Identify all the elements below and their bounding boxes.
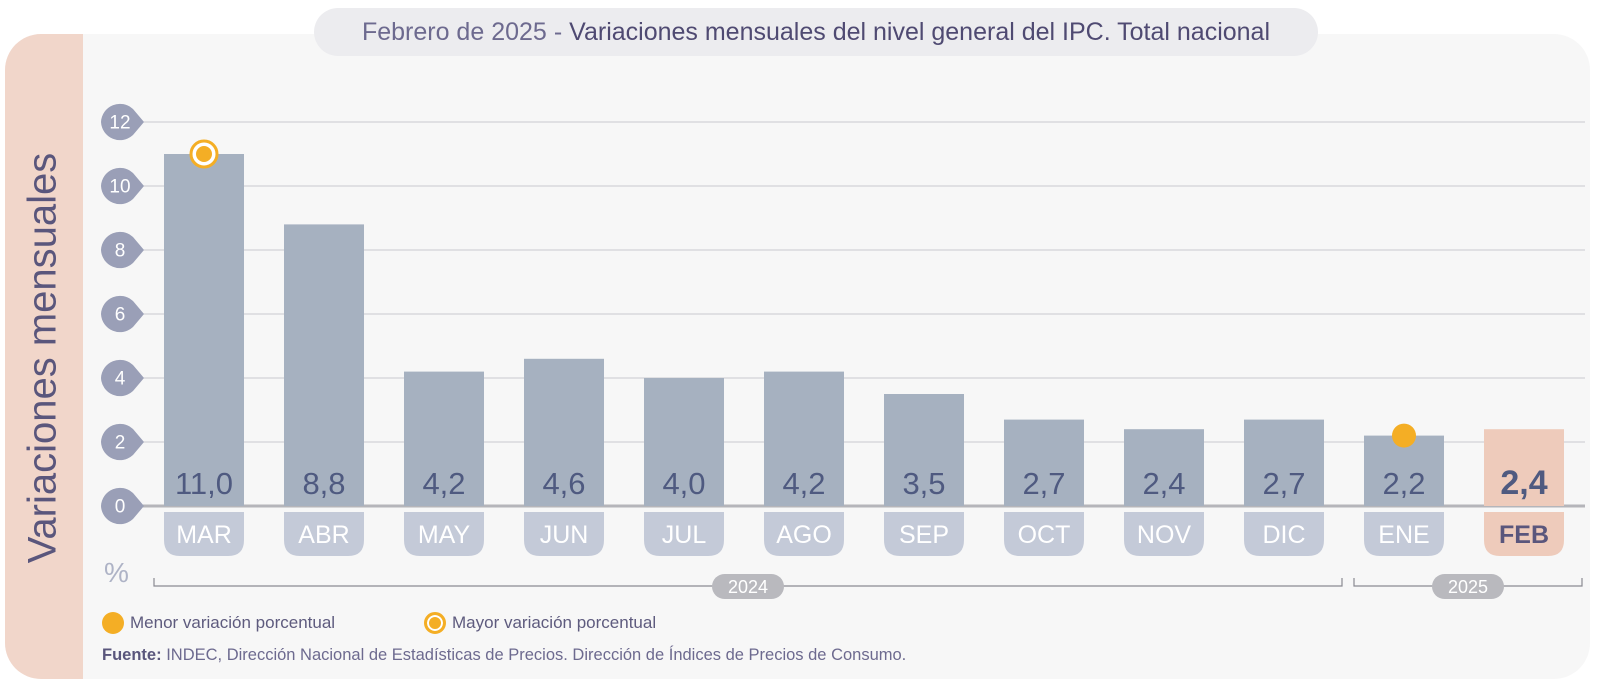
month-pill [284,512,364,556]
chart-title: Febrero de 2025 - Variaciones mensuales … [314,8,1318,56]
month-pill [1364,512,1444,556]
tick-bubble [101,359,144,397]
value-label: 11,0 [175,466,233,501]
title-main: Variaciones mensuales del nivel general … [569,17,1271,46]
value-label: 4,0 [662,466,705,501]
month-pill [1484,512,1564,556]
month-label: MAY [418,521,471,549]
month-pill [764,512,844,556]
legend-min-label: Menor variación porcentual [130,613,336,632]
value-label: 4,6 [542,466,585,501]
year-label: 2025 [1448,577,1488,597]
title-separator: - [553,17,563,46]
y-tick-label: 4 [115,369,126,390]
month-label: JUN [540,521,589,549]
month-pill [1004,512,1084,556]
min-marker-icon [102,612,124,634]
legend-max-label: Mayor variación porcentual [452,613,657,632]
y-tick-label: 8 [115,241,126,262]
month-pill [1124,512,1204,556]
y-axis-ticks: 0 2 4 6 8 10 12 [101,103,144,525]
month-pill [644,512,724,556]
value-label: 2,2 [1382,466,1425,501]
bar [1124,429,1204,506]
value-label: 4,2 [422,466,465,501]
bar [884,394,964,506]
tick-bubble [101,295,144,333]
month-pill [524,512,604,556]
bar [164,154,244,506]
bar [1484,429,1564,506]
unit-label: % [104,557,129,588]
year-label: 2024 [728,577,768,597]
tick-bubble [101,167,144,205]
month-label: OCT [1018,521,1071,549]
bar [1004,419,1084,506]
month-pill [884,512,964,556]
source-note: Fuente: INDEC, Dirección Nacional de Est… [102,646,906,665]
min-marker [1392,423,1416,448]
bar [524,358,604,506]
bars [164,154,1564,506]
tick-bubble [101,487,144,525]
month-label: JUL [662,521,707,549]
y-tick-label: 10 [109,177,130,198]
bar [284,224,364,506]
year-pill [1432,574,1504,599]
value-label: 8,8 [302,466,345,501]
month-pill [404,512,484,556]
month-pill [1244,512,1324,556]
source-text: INDEC, Dirección Nacional de Estadística… [166,646,907,664]
y-tick-label: 12 [109,113,130,134]
title-date: Febrero de 2025 [361,17,547,46]
value-label: 3,5 [902,466,945,501]
month-label: FEB [1499,521,1549,549]
value-labels: 11,0 8,8 4,2 4,6 4,0 4,2 3,5 2,7 2,4 2,7 2,2 2,4 [175,464,1548,502]
month-label: ENE [1378,521,1429,549]
month-label: DIC [1262,521,1305,549]
y-tick-label: 0 [115,497,126,518]
y-axis-title: Variaciones mensuales [20,152,65,564]
value-label: 2,7 [1262,466,1305,501]
legend-item-max: Mayor variación porcentual [424,612,656,634]
tick-bubble [101,103,144,141]
tick-bubble [101,231,144,269]
source-label: Fuente: [102,646,162,664]
month-label: SEP [899,521,949,549]
value-label: 2,7 [1022,466,1065,501]
bar [764,371,844,506]
max-marker-icon [424,612,446,634]
month-pill [164,512,244,556]
value-label: 2,4 [1500,464,1547,502]
y-tick-label: 6 [115,305,126,326]
month-label: AGO [776,521,832,549]
x-axis-labels: MAR ABR MAY JUN JUL AGO SEP OCT NOV DIC ENE FEB [164,512,1564,556]
year-pill [712,574,784,599]
value-label: 4,2 [782,466,825,501]
legend-item-min: Menor variación porcentual [102,612,335,634]
y-tick-label: 2 [115,433,126,454]
year-groups: 2024 2025 [153,574,1583,599]
month-label: NOV [1137,521,1192,549]
max-marker-center [196,146,212,162]
bar [1244,419,1324,506]
month-label: ABR [298,521,349,549]
bar [644,378,724,506]
bar [404,371,484,506]
value-label: 2,4 [1142,466,1185,501]
side-band [5,34,83,679]
grid-lines [143,121,1585,508]
tick-bubble [101,423,144,461]
chart-panel [5,34,1590,679]
markers [189,139,1416,448]
month-label: MAR [176,521,232,549]
